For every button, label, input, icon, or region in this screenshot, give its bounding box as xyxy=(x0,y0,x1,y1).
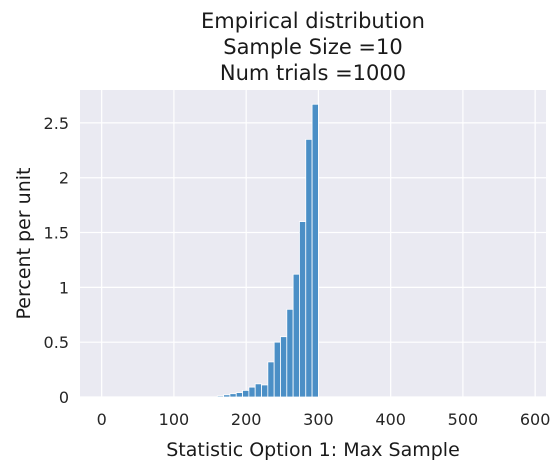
x-tick-label: 200 xyxy=(231,410,262,429)
histogram-bar xyxy=(311,103,319,398)
y-axis-label: Percent per unit xyxy=(13,168,35,320)
histogram-bar xyxy=(261,384,269,398)
x-tick-label: 500 xyxy=(448,410,479,429)
histogram-bar xyxy=(292,273,300,398)
histogram-bar xyxy=(229,393,237,398)
histogram-bar xyxy=(299,221,307,398)
histogram-bars xyxy=(216,103,319,398)
x-tick-label: 0 xyxy=(97,410,107,429)
x-tick-label: 100 xyxy=(159,410,190,429)
x-axis-label: Statistic Option 1: Max Sample xyxy=(166,439,460,461)
histogram-bar xyxy=(267,361,275,398)
y-tick-label: 2 xyxy=(59,169,69,188)
y-tick-label: 0.5 xyxy=(44,333,69,352)
chart-title-line-1: Empirical distribution xyxy=(201,9,425,33)
y-tick-label: 0 xyxy=(59,388,69,407)
histogram-bar xyxy=(223,394,231,398)
x-tick-label: 600 xyxy=(520,410,551,429)
chart-title-line-3: Num trials =1000 xyxy=(220,61,406,85)
y-tick-labels: 0 0.5 1 1.5 2 2.5 xyxy=(44,114,69,407)
histogram-bar xyxy=(273,341,281,398)
x-tick-labels: 0 100 200 300 400 500 600 xyxy=(97,410,551,429)
y-tick-label: 1 xyxy=(59,278,69,297)
x-tick-label: 400 xyxy=(375,410,406,429)
histogram-bar xyxy=(286,308,294,398)
x-tick-label: 300 xyxy=(303,410,334,429)
histogram-bar xyxy=(216,395,224,398)
histogram-bar xyxy=(248,386,256,398)
histogram-bar xyxy=(254,383,262,398)
histogram-bar xyxy=(305,138,313,398)
histogram-bar xyxy=(280,336,288,398)
histogram-bar xyxy=(235,392,243,398)
y-tick-label: 2.5 xyxy=(44,114,69,133)
chart-title-line-2: Sample Size =10 xyxy=(223,35,403,59)
histogram-bar xyxy=(242,390,250,398)
y-tick-label: 1.5 xyxy=(44,224,69,243)
